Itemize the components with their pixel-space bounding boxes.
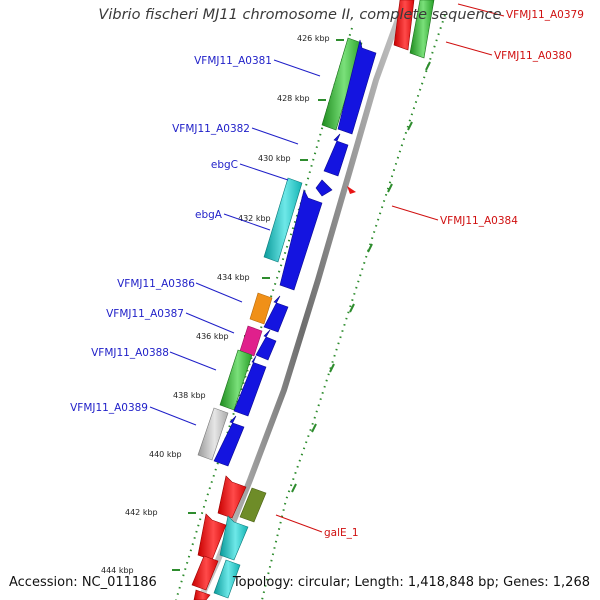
kbp-label-430: 430 kbp [258, 154, 291, 163]
gene-label-ebgA[interactable]: ebgA [195, 209, 223, 221]
kbp-label-436: 436 kbp [196, 332, 229, 341]
kbp-label-442: 442 kbp [125, 508, 158, 517]
kbp-label-444: 444 kbp [101, 566, 134, 575]
map-title: Vibrio fischeri MJ11 chromosome II, comp… [98, 7, 502, 23]
feature-cyan-ebgA[interactable] [263, 177, 303, 263]
minus-features-bottom[interactable] [191, 475, 267, 600]
gene-label-A0379[interactable]: VFMJ11_A0379 [506, 9, 584, 21]
genome-summary-text: Topology: circular; Length: 1,418,848 bp… [232, 575, 590, 590]
accession-text: Accession: NC_011186 [9, 575, 157, 590]
minus-tick-marks [291, 61, 431, 493]
feature-orange-A0386[interactable] [249, 292, 273, 325]
kbp-label-434: 434 kbp [217, 273, 250, 282]
scale-dotted-line-inner [175, 27, 353, 600]
scale-dotted-line-outer [261, 14, 446, 600]
gene-label-A0387[interactable]: VFMJ11_A0387 [106, 308, 184, 320]
feature-green-A0388[interactable] [219, 349, 253, 411]
feature-green-A0381[interactable] [321, 37, 363, 131]
gene-label-A0384[interactable]: VFMJ11_A0384 [440, 215, 518, 227]
feature-gray-A0389[interactable] [197, 407, 229, 461]
feature-magenta-A0387[interactable] [239, 325, 263, 357]
kbp-label-428: 428 kbp [277, 94, 310, 103]
gene-label-A0381[interactable]: VFMJ11_A0381 [194, 55, 272, 67]
gene-label-A0382[interactable]: VFMJ11_A0382 [172, 123, 250, 135]
kbp-label-432: 432 kbp [238, 214, 271, 223]
feature-marker-A0384[interactable] [347, 186, 356, 194]
gene-label-A0380[interactable]: VFMJ11_A0380 [494, 50, 572, 62]
minus-gene-labels [275, 3, 505, 533]
cds-blue-arrows[interactable] [213, 39, 377, 467]
gene-label-A0388[interactable]: VFMJ11_A0388 [91, 347, 169, 359]
kbp-label-426: 426 kbp [297, 34, 330, 43]
plus-gene-labels [149, 59, 321, 426]
gene-label-ebgC[interactable]: ebgC [211, 159, 238, 171]
gene-label-galE_1[interactable]: galE_1 [324, 527, 359, 539]
gene-label-A0386[interactable]: VFMJ11_A0386 [117, 278, 195, 290]
gene-label-A0389[interactable]: VFMJ11_A0389 [70, 402, 148, 414]
minus-features-top[interactable] [393, 0, 435, 59]
kbp-label-438: 438 kbp [173, 391, 206, 400]
kbp-labels: 426 kbp 428 kbp 430 kbp 432 kbp 434 kbp … [101, 34, 330, 575]
kbp-label-440: 440 kbp [149, 450, 182, 459]
